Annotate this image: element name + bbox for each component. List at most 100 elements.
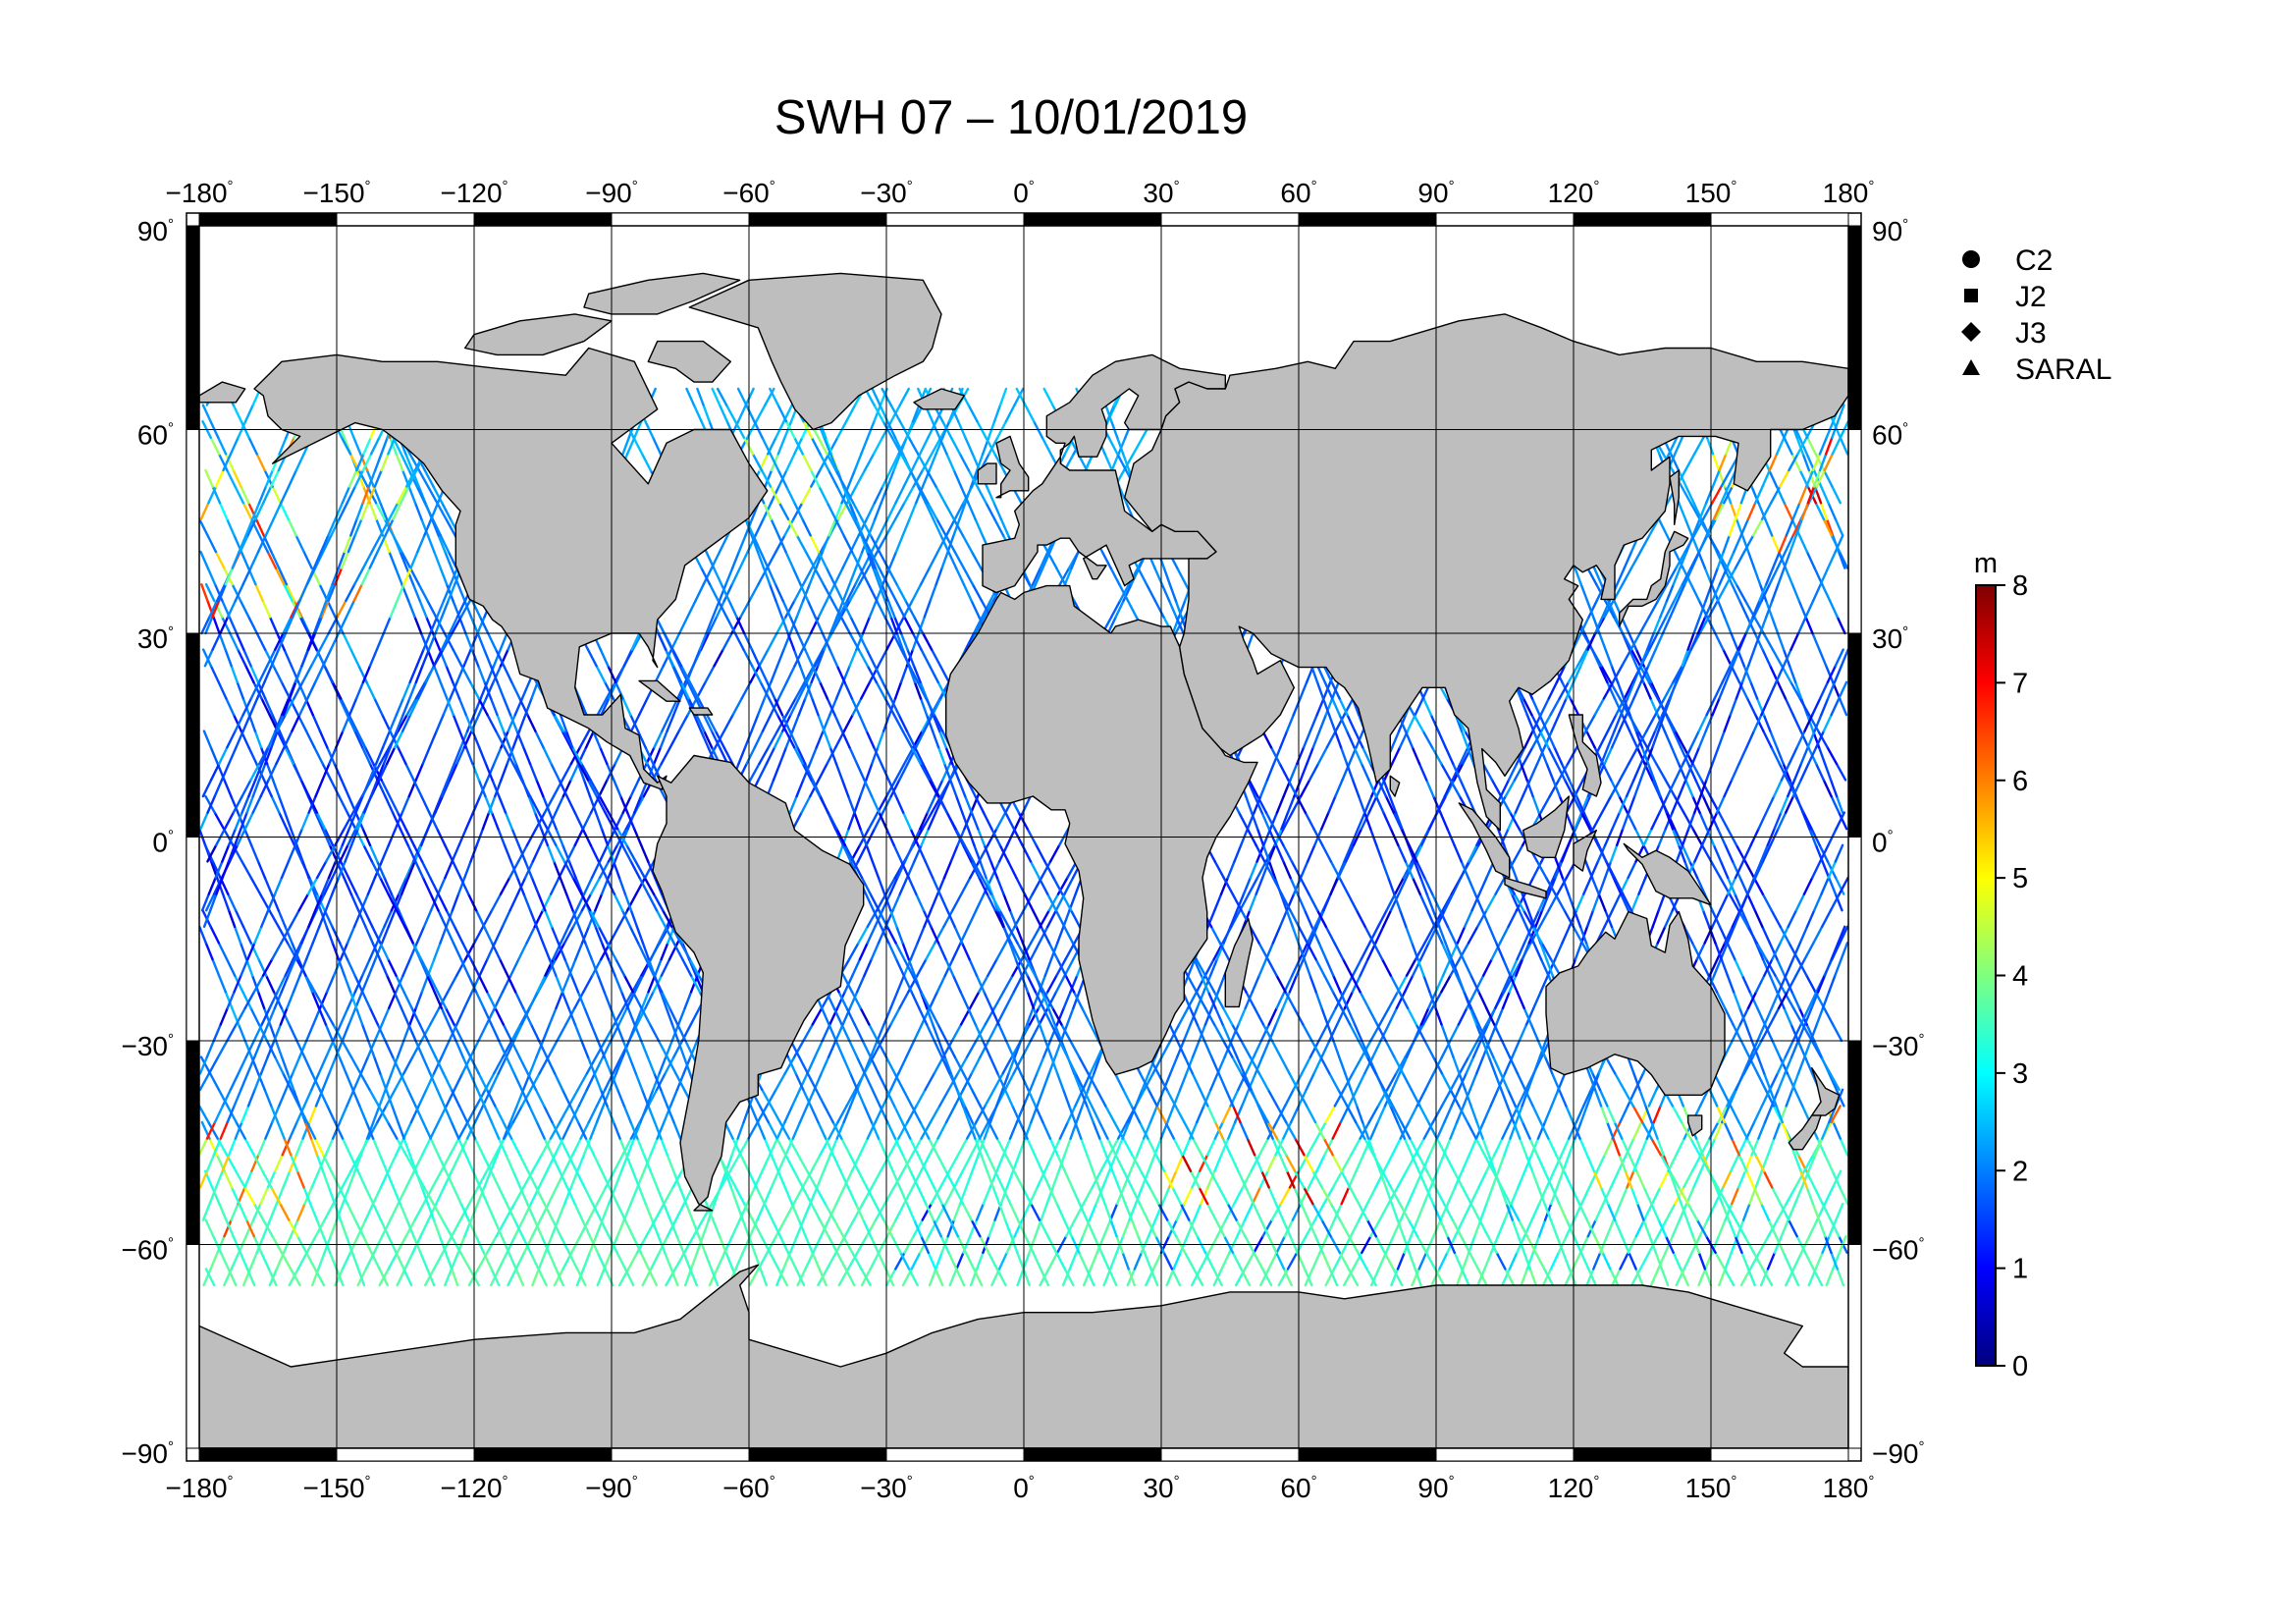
track-segment <box>1688 860 1699 880</box>
track-segment <box>219 1251 230 1271</box>
track-segment <box>640 1088 650 1108</box>
track-segment <box>304 1251 317 1271</box>
track-segment <box>432 485 444 505</box>
track-segment <box>587 1105 599 1124</box>
track-segment <box>420 1186 430 1206</box>
track-segment <box>391 1105 400 1124</box>
track-segment <box>1754 713 1765 732</box>
track-segment <box>919 1120 931 1140</box>
track-segment <box>1215 1218 1227 1238</box>
track-segment <box>1260 1039 1271 1058</box>
track-segment <box>337 957 347 977</box>
track-segment <box>774 1218 786 1238</box>
track-segment <box>335 1268 345 1287</box>
track-segment <box>934 1251 943 1271</box>
track-segment <box>495 730 507 749</box>
track-segment <box>817 599 828 619</box>
track-segment <box>589 779 601 798</box>
track-segment <box>499 631 508 651</box>
track-segment <box>420 1023 432 1043</box>
track-segment <box>727 599 738 619</box>
track-segment <box>437 876 447 895</box>
track-segment <box>797 697 807 717</box>
track-segment <box>459 1202 470 1221</box>
track-segment <box>1079 1088 1089 1108</box>
track-segment <box>582 1251 591 1271</box>
track-segment <box>914 730 926 749</box>
track-segment <box>1002 893 1012 912</box>
track-segment <box>802 567 814 586</box>
track-segment <box>1009 1202 1020 1221</box>
track-segment <box>940 1202 951 1221</box>
track-segment <box>801 762 813 782</box>
track-segment <box>786 631 796 651</box>
track-segment <box>346 1088 355 1108</box>
track-segment <box>821 631 831 651</box>
track-segment <box>731 550 740 569</box>
track-segment <box>1299 779 1311 798</box>
track-segment <box>1033 1153 1043 1173</box>
track-segment <box>951 893 963 912</box>
track-segment <box>487 631 498 651</box>
track-segment <box>865 502 877 520</box>
track-segment <box>1790 453 1801 472</box>
track-segment <box>1186 1218 1196 1238</box>
track-segment <box>410 1006 421 1026</box>
track-segment <box>313 746 324 765</box>
track-segment <box>790 1202 800 1221</box>
track-segment <box>341 436 352 456</box>
track-segment <box>640 1039 649 1058</box>
track-segment <box>330 1169 341 1189</box>
track-segment <box>901 1153 912 1173</box>
track-segment <box>594 925 604 945</box>
track-segment <box>485 1088 497 1108</box>
track-segment <box>967 1006 977 1026</box>
track-segment <box>995 942 1007 961</box>
track-segment <box>900 860 910 880</box>
track-segment <box>460 1039 472 1058</box>
track-segment <box>809 534 821 554</box>
track-segment <box>597 974 606 994</box>
track-segment <box>629 713 640 732</box>
track-segment <box>227 893 238 912</box>
track-segment <box>948 762 959 782</box>
track-segment <box>515 876 525 895</box>
track-segment <box>695 713 706 732</box>
track-segment <box>343 974 352 994</box>
track-segment <box>1063 1268 1075 1287</box>
track-segment <box>848 648 858 668</box>
track-segment <box>889 909 898 928</box>
track-segment <box>443 1169 454 1189</box>
track-segment <box>671 665 683 683</box>
track-segment <box>418 599 428 619</box>
track-segment <box>566 1153 578 1173</box>
track-segment <box>776 534 787 554</box>
track-segment <box>833 567 844 586</box>
track-segment <box>370 1251 381 1271</box>
track-segment <box>793 1039 805 1058</box>
track-segment <box>339 1006 349 1026</box>
track-segment <box>285 1071 294 1092</box>
track-segment <box>428 1071 439 1092</box>
track-segment <box>1835 794 1844 814</box>
track-segment <box>209 436 221 456</box>
track-segment <box>331 1039 341 1058</box>
track-segment <box>1275 794 1285 814</box>
track-segment <box>984 1088 995 1108</box>
track-segment <box>445 583 454 602</box>
track-segment <box>503 697 512 717</box>
track-segment <box>1226 860 1236 880</box>
track-segment <box>688 957 701 977</box>
track-segment <box>913 1218 923 1238</box>
track-segment <box>520 680 531 700</box>
track-segment <box>1016 1268 1025 1287</box>
track-segment <box>1663 730 1674 749</box>
track-segment <box>1014 957 1024 977</box>
track-segment <box>847 794 856 814</box>
track-segment <box>381 1218 392 1238</box>
track-segment <box>531 1218 542 1238</box>
track-segment <box>346 925 356 945</box>
track-segment <box>456 876 466 895</box>
track-segment <box>543 1202 555 1221</box>
track-segment <box>400 550 412 569</box>
